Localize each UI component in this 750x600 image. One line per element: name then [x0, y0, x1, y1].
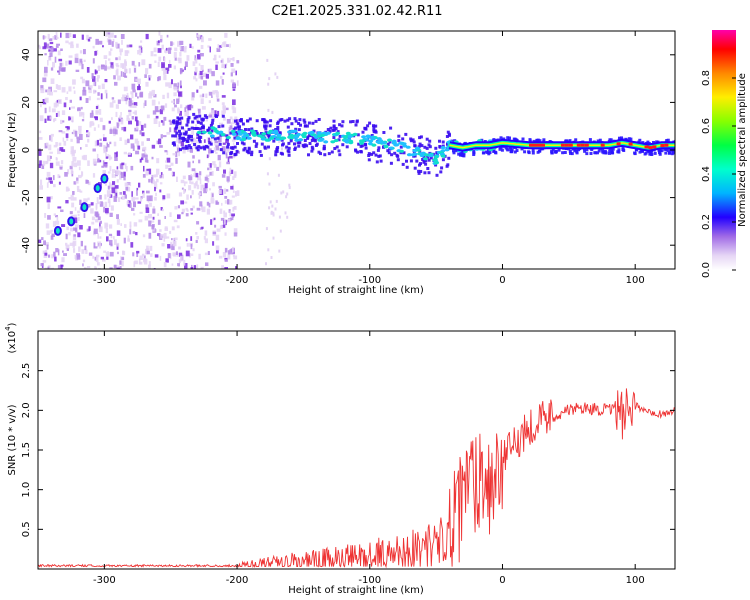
- spectrogram-y-tick-label: 20: [21, 96, 32, 109]
- colorbar-ticks: 0.0 0.2 0.4 0.6 0.8: [701, 70, 736, 278]
- snr-y-tick-label: 1.0: [21, 482, 32, 498]
- snr-x-label: Height of straight line (km): [288, 585, 424, 596]
- spectrogram-x-tick-label: -200: [226, 275, 249, 286]
- spectrogram-y-label: Frequency (Hz): [7, 112, 18, 188]
- colorbar: 0.0 0.2 0.4 0.6 0.8 Normalized spectral ampl…: [701, 30, 748, 278]
- spectrogram-y-tick-label: 40: [21, 48, 32, 61]
- colorbar-tick-label: 0.2: [701, 214, 712, 230]
- low-frequency-track: [53, 173, 109, 236]
- spectrogram-x-tick-label: 0: [499, 275, 505, 286]
- svg-text:(x104): (x104): [4, 322, 18, 353]
- snr-plot-area: [38, 388, 675, 569]
- spectrogram-x-tick-label: -300: [93, 275, 116, 286]
- signal-ridge: [171, 112, 675, 177]
- snr-axes: -300 -200 -100 0 100 0.5 1.0 1.5 2.0 2.5: [21, 331, 675, 586]
- snr-scale-exponent: 4: [4, 326, 12, 331]
- colorbar-label: Normalized spectral amplitude: [737, 73, 748, 227]
- spectrogram-y-tick-label: -40: [21, 237, 32, 253]
- colorbar-tick-label: 0.0: [701, 262, 712, 278]
- spectrogram-x-label: Height of straight line (km): [288, 285, 424, 296]
- snr-panel: -300 -200 -100 0 100 0.5 1.0 1.5 2.0 2.5 Height o…: [4, 322, 676, 596]
- colorbar-gradient: [712, 30, 736, 270]
- snr-y-tick-label: 0.5: [21, 521, 32, 537]
- snr-scale-base: (x10: [7, 331, 18, 354]
- noise-speckles: [38, 31, 291, 269]
- spectrogram-plot-area: [38, 31, 675, 269]
- snr-x-tick-label: 0: [499, 575, 505, 586]
- snr-frame: [37, 330, 676, 570]
- snr-line: [38, 388, 675, 569]
- snr-scale-close: ): [7, 322, 18, 326]
- snr-x-tick-label: -200: [226, 575, 249, 586]
- snr-scale-label: (x104): [4, 322, 18, 353]
- spectrogram-x-tick-label: -100: [358, 275, 381, 286]
- colorbar-tick-label: 0.6: [701, 118, 712, 134]
- snr-x-tick-label: 100: [626, 575, 645, 586]
- spectrogram-y-tick-label: 0: [21, 147, 32, 153]
- snr-x-tick-label: -100: [358, 575, 381, 586]
- spectrogram-x-tick-label: 100: [626, 275, 645, 286]
- colorbar-tick-label: 0.8: [701, 70, 712, 86]
- snr-y-label: SNR (10 * v/v): [7, 404, 18, 475]
- colorbar-tick-label: 0.4: [701, 166, 712, 182]
- chart-title: C2E1.2025.331.02.42.R11: [271, 4, 442, 19]
- snr-y-tick-label: 2.5: [21, 363, 32, 379]
- snr-y-tick-label: 1.5: [21, 442, 32, 458]
- spectrogram-y-tick-label: -20: [21, 189, 32, 205]
- snr-y-tick-label: 2.0: [21, 402, 32, 418]
- snr-x-tick-label: -300: [93, 575, 116, 586]
